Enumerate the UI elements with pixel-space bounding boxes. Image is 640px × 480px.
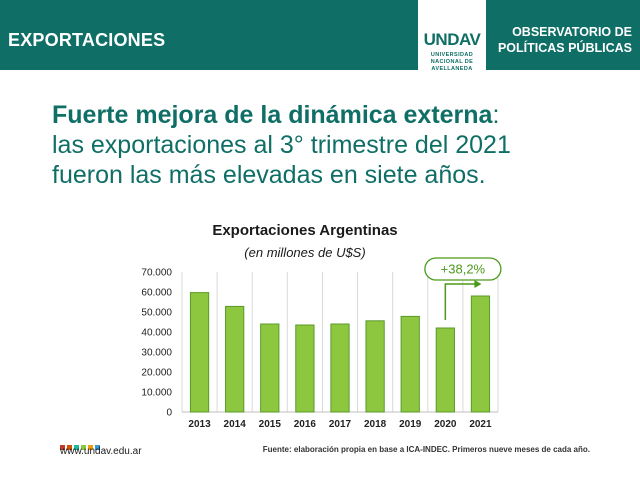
header-bar: EXPORTACIONES UNDAV UNIVERSIDAD NACIONAL… xyxy=(0,0,640,84)
x-tick-label: 2017 xyxy=(329,419,352,430)
y-tick-label: 30.000 xyxy=(141,348,172,359)
observatorio-label: OBSERVATORIO DE POLÍTICAS PÚBLICAS xyxy=(492,24,632,56)
bar xyxy=(435,327,455,413)
y-tick-label: 0 xyxy=(166,408,172,419)
headline-colon: : xyxy=(492,101,500,129)
logo-line-2: NACIONAL DE xyxy=(430,59,474,65)
y-tick-label: 20.000 xyxy=(141,368,172,379)
logo-line-3: AVELLANEDA xyxy=(431,66,473,72)
y-tick-label: 40.000 xyxy=(141,328,172,339)
bar xyxy=(400,315,420,413)
x-tick-label: 2018 xyxy=(364,419,387,430)
y-tick-label: 50.000 xyxy=(141,308,172,319)
y-tick-label: 60.000 xyxy=(141,288,172,299)
bar xyxy=(330,323,350,413)
brand-square xyxy=(60,445,65,450)
bar xyxy=(189,292,210,413)
x-tick-label: 2016 xyxy=(294,419,317,430)
headline-bold: Fuerte mejora de la dinámica externa xyxy=(52,101,493,129)
bar xyxy=(365,320,385,413)
bar xyxy=(470,295,491,413)
x-tick-label: 2015 xyxy=(259,419,282,430)
brand-squares xyxy=(60,437,102,455)
y-tick-label: 70.000 xyxy=(141,268,172,279)
headline-line-3: fueron las más elevadas en siete años. xyxy=(52,161,486,189)
logo-line-1: UNIVERSIDAD xyxy=(430,52,474,58)
undav-logo: UNDAV UNIVERSIDAD NACIONAL DE AVELLANEDA xyxy=(418,0,486,84)
x-tick-label: 2019 xyxy=(399,419,422,430)
bar xyxy=(260,323,280,413)
x-tick-label: 2014 xyxy=(224,419,247,430)
brand-square xyxy=(95,445,100,450)
annotation-pill xyxy=(424,257,502,281)
source-note: Fuente: elaboración propia en base a ICA… xyxy=(262,445,590,454)
logo-wordmark: UNDAV xyxy=(423,30,481,49)
annotation-arrow-head xyxy=(474,280,482,288)
brand-square xyxy=(67,445,72,450)
brand-square xyxy=(88,445,93,450)
annotation-arrow-line xyxy=(444,283,477,320)
y-tick-label: 10.000 xyxy=(141,388,172,399)
bar-chart: 0 10.000 20.000 30.000 40.000 50.000 60.000 70.… xyxy=(141,257,502,430)
bar xyxy=(225,305,245,413)
brand-square xyxy=(74,445,79,450)
headline: Fuerte mejora de la dinámica externa: la… xyxy=(52,100,612,190)
x-tick-label: 2013 xyxy=(188,419,211,430)
bar xyxy=(295,324,315,413)
section-label: EXPORTACIONES xyxy=(8,30,166,50)
headline-line-2: las exportaciones al 3° trimestre del 20… xyxy=(52,131,511,159)
observatorio-line-1: OBSERVATORIO DE xyxy=(512,25,632,39)
x-tick-label: 2021 xyxy=(469,419,492,430)
chart-title: Exportaciones Argentinas xyxy=(212,222,398,239)
brand-square xyxy=(81,445,86,450)
website-link[interactable]: www.undav.edu.ar xyxy=(60,446,142,457)
chart-subtitle: (en millones de U$S) xyxy=(244,245,366,260)
annotation-text: +38,2% xyxy=(441,262,486,277)
x-tick-label: 2020 xyxy=(434,419,457,430)
observatorio-line-2: POLÍTICAS PÚBLICAS xyxy=(497,41,632,55)
